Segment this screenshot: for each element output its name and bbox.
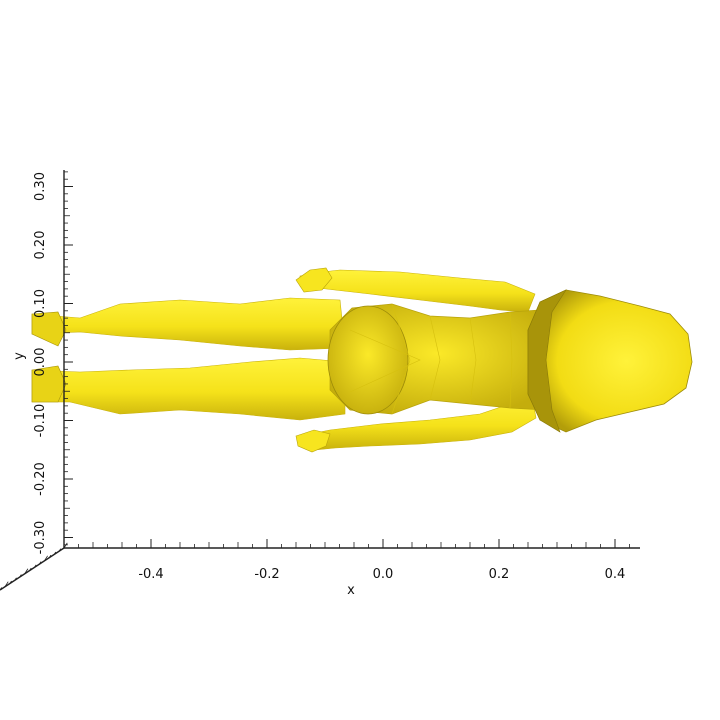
y-tick-label: 0.00 xyxy=(33,348,48,377)
head-rim xyxy=(527,289,567,433)
foot-bottom xyxy=(31,365,67,403)
x-tick-label: -0.2 xyxy=(254,567,279,582)
x-tick-label: 0.4 xyxy=(605,567,626,582)
z-tick-mark xyxy=(39,561,42,565)
upper-arm-top xyxy=(299,269,536,313)
z-tick-mark xyxy=(58,548,62,552)
x-tick-label: 0.0 xyxy=(373,567,394,582)
x-tick-label: 0.2 xyxy=(489,567,510,582)
hand-top xyxy=(295,267,333,293)
hand-bottom xyxy=(295,429,331,453)
torso-facets xyxy=(349,303,513,415)
human-figure-mesh xyxy=(31,267,693,453)
z-tick-mark xyxy=(29,567,32,571)
y-tick-label: 0.20 xyxy=(33,231,48,260)
y-tick-label: -0.20 xyxy=(33,462,48,496)
leg-bottom xyxy=(31,357,346,421)
z-tick-mark xyxy=(48,554,52,558)
z-tick-mark xyxy=(0,587,2,591)
y-tick-labels: -0.30 -0.20 -0.10 0.00 0.10 0.20 0.30 xyxy=(33,172,48,554)
hip xyxy=(327,305,409,415)
y-tick-marks xyxy=(64,171,73,546)
z-tick-mark xyxy=(53,551,57,555)
y-tick-label: 0.10 xyxy=(33,289,48,318)
leg-top xyxy=(31,297,346,351)
arm-bottom xyxy=(299,395,537,451)
x-tick-marks xyxy=(63,539,630,548)
z-tick-mark xyxy=(34,564,37,568)
foot-top xyxy=(31,311,67,347)
x-tick-label: -0.4 xyxy=(138,567,163,582)
x-axis-label: x xyxy=(347,583,355,598)
z-tick-mark xyxy=(4,581,9,587)
z-tick-mark xyxy=(43,555,48,562)
axes: -0.30 -0.20 -0.10 0.00 0.10 0.20 0.30 -0.4 -0.2… xyxy=(0,170,640,598)
y-tick-label: 0.30 xyxy=(33,172,48,201)
y-tick-label: -0.10 xyxy=(33,404,48,438)
z-tick-mark xyxy=(63,542,68,549)
y-tick-label: -0.30 xyxy=(33,521,48,555)
z-tick-mark xyxy=(24,568,29,575)
z-tick-mark xyxy=(14,577,17,581)
y-axis-label: y xyxy=(12,352,27,360)
z-tick-marks xyxy=(0,542,68,591)
x-tick-labels: -0.4 -0.2 0.0 0.2 0.4 xyxy=(138,567,625,582)
z-tick-mark xyxy=(19,574,22,578)
z-tick-mark xyxy=(9,580,12,584)
